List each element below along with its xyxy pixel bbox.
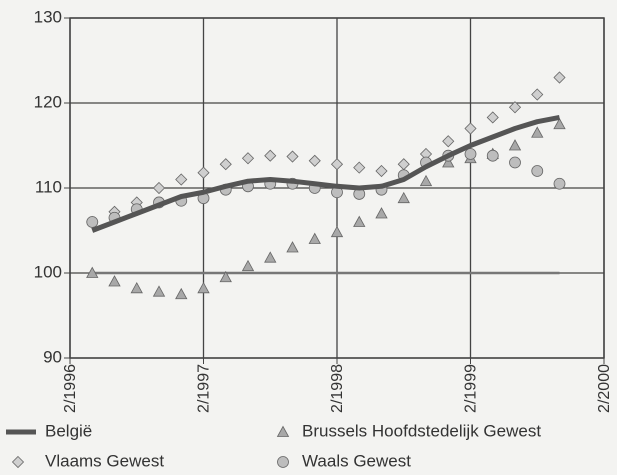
data-point [464, 148, 477, 160]
data-point [442, 156, 455, 168]
data-point [531, 88, 544, 101]
y-tick-label: 130 [34, 7, 62, 26]
data-point [175, 173, 188, 186]
y-tick-label: 100 [34, 262, 62, 281]
data-point [330, 158, 344, 171]
data-point [264, 149, 277, 162]
data-point [286, 241, 299, 253]
data-point [531, 126, 544, 138]
series-line [91, 114, 560, 233]
data-point [419, 174, 433, 187]
legend-label: Brussels Hoofdstedelijk Gewest [302, 421, 541, 440]
y-tick-label: 110 [35, 177, 62, 196]
data-point [397, 158, 410, 171]
data-point [197, 281, 210, 294]
data-point [241, 152, 255, 165]
data-point [486, 149, 499, 162]
data-point [375, 164, 388, 178]
data-point [330, 225, 344, 238]
data-point [353, 161, 366, 174]
x-tick-label: 2/2000 [596, 364, 613, 413]
data-point [553, 117, 566, 130]
data-point [553, 177, 566, 190]
data-point [108, 275, 121, 287]
legend-swatch [277, 456, 289, 468]
y-tick-label: 120 [34, 92, 62, 111]
data-point [241, 259, 255, 272]
data-point [219, 158, 232, 171]
data-point [219, 270, 232, 283]
data-point [308, 232, 321, 244]
data-point [553, 71, 566, 84]
data-point [397, 191, 410, 204]
data-point [509, 156, 521, 169]
x-tick-label: 2/1999 [463, 364, 480, 413]
x-tick-label: 2/1997 [196, 364, 213, 413]
legend-label: België [45, 421, 92, 440]
data-point [508, 139, 522, 151]
data-point [531, 165, 544, 177]
data-point [286, 150, 299, 163]
legend-swatch [11, 455, 25, 469]
data-point [152, 285, 166, 297]
legend-label: Waals Gewest [302, 451, 411, 470]
data-point [486, 111, 499, 124]
data-point [175, 287, 188, 300]
data-point [442, 135, 455, 148]
data-point [375, 207, 388, 219]
data-point [86, 266, 99, 278]
data-point [308, 154, 321, 167]
x-tick-label: 2/1996 [62, 364, 79, 413]
data-point [264, 251, 277, 263]
data-point [152, 181, 166, 195]
legend-swatch [276, 425, 290, 437]
legend-label: Vlaams Gewest [45, 451, 164, 470]
data-point [508, 101, 522, 114]
data-point [197, 166, 210, 179]
data-point [353, 215, 366, 227]
data-point [86, 216, 99, 228]
x-tick-label: 2/1998 [329, 364, 346, 413]
y-tick-label: 90 [43, 347, 62, 366]
data-point [464, 122, 477, 135]
data-point [130, 281, 143, 294]
